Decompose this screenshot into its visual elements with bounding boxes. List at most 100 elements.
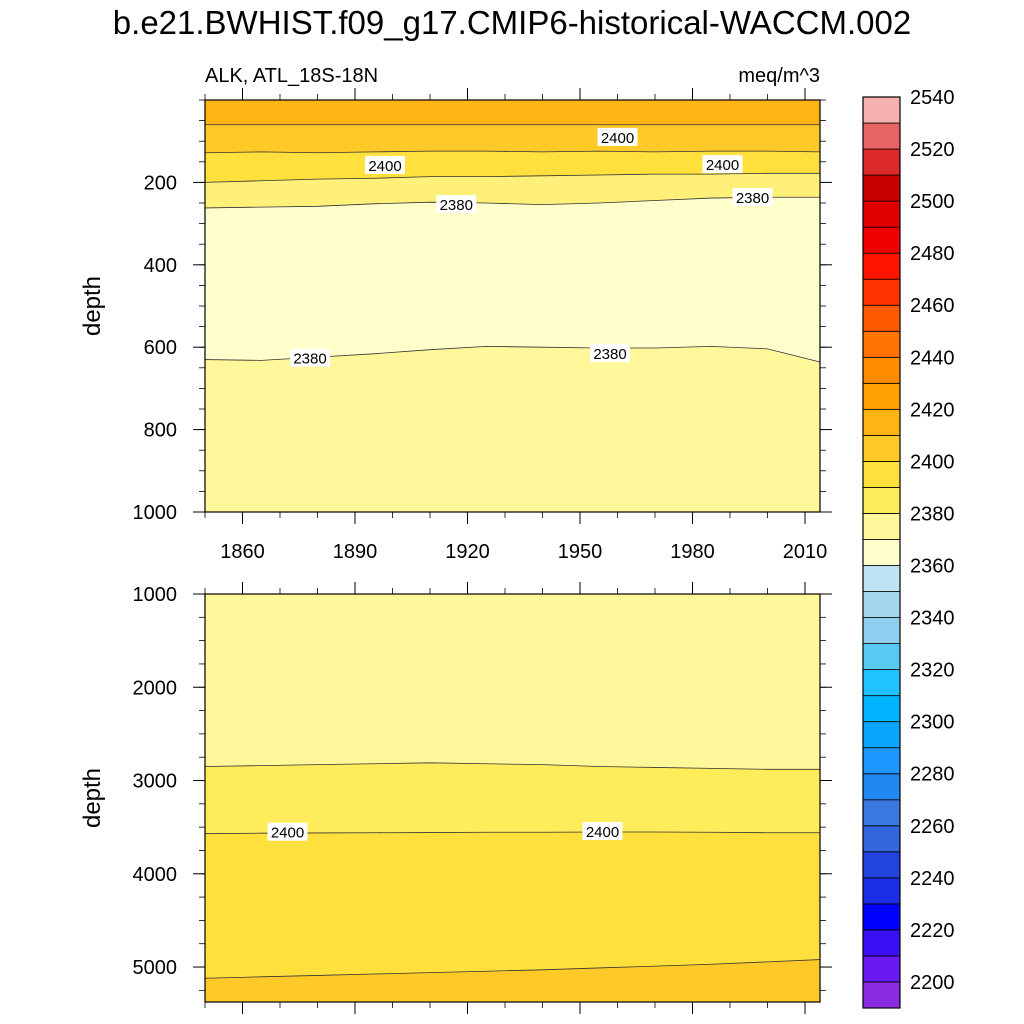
figure-title: b.e21.BWHIST.f09_g17.CMIP6-historical-WA…	[112, 4, 912, 41]
colorbar-swatch	[862, 382, 901, 410]
colorbar-swatch	[862, 617, 901, 644]
y-tick-label: 400	[144, 255, 177, 277]
plot-frame	[204, 593, 821, 1003]
y-tick-label: 200	[144, 172, 177, 194]
colorbar-label: 2380	[910, 503, 955, 525]
x-tick-label: 2010	[783, 541, 828, 563]
lower-contour-panel: 1000 2000 3000 4000 5000 depth 2400 2400	[79, 582, 832, 1014]
contour-line	[204, 762, 820, 770]
contour-band	[205, 124, 820, 153]
colorbar-swatch	[862, 278, 901, 306]
colorbar-swatch	[862, 929, 901, 957]
colorbar-swatch	[862, 877, 901, 905]
y-tick-label: 5000	[133, 957, 178, 979]
colorbar-label: 2260	[910, 816, 955, 838]
contour-band	[205, 594, 820, 770]
colorbar-swatch	[862, 148, 901, 176]
colorbar-swatch	[862, 565, 901, 592]
x-tick-label: 1920	[445, 541, 490, 563]
contour-label-box	[365, 155, 405, 174]
y-axis-label: depth	[79, 768, 106, 828]
colorbar-swatch	[862, 669, 901, 697]
colorbar-swatch	[862, 304, 901, 332]
x-tick-label: 1980	[670, 541, 715, 563]
colorbar-swatch	[862, 591, 901, 618]
colorbar-label: 2440	[910, 347, 955, 369]
colorbar-swatch	[862, 330, 901, 358]
colorbar-swatch	[862, 200, 901, 228]
colorbar: 2200 2220 2240 2260 2280 2300 2320 2340 2360 2380…	[862, 87, 955, 1009]
colorbar-swatch	[862, 513, 901, 540]
colorbar-label: 2360	[910, 556, 955, 578]
contour-label: 2400	[601, 130, 634, 147]
contour-band	[205, 197, 820, 363]
y-tick-label: 4000	[133, 864, 178, 886]
contour-band	[205, 346, 820, 512]
contour-label-box	[590, 344, 630, 363]
colorbar-swatch	[862, 825, 901, 853]
colorbar-label: 2500	[910, 191, 955, 213]
colorbar-swatch	[862, 356, 901, 384]
colorbar-swatch	[862, 903, 901, 931]
colorbar-swatch	[862, 851, 901, 879]
colorbar-label: 2520	[910, 139, 955, 161]
colorbar-swatch	[862, 539, 901, 566]
colorbar-label: 2280	[910, 764, 955, 786]
colorbar-swatch	[862, 721, 901, 749]
y-tick-label: 600	[144, 337, 177, 359]
right-string: meq/m^3	[738, 65, 820, 87]
contour-label-box	[702, 155, 743, 174]
colorbar-label: 2400	[910, 451, 955, 473]
colorbar-swatch	[862, 460, 901, 488]
contour-label: 2400	[586, 824, 619, 841]
contour-band	[205, 762, 820, 834]
colorbar-swatch	[862, 773, 901, 801]
colorbar-swatch	[862, 981, 901, 1009]
colorbar-swatch	[862, 695, 901, 723]
colorbar-label: 2240	[910, 868, 955, 890]
contour-label: 2400	[706, 157, 739, 174]
colorbar-label: 2200	[910, 972, 955, 994]
contour-band	[205, 959, 820, 1002]
x-tick-label: 1890	[333, 541, 378, 563]
colorbar-label: 2300	[910, 712, 955, 734]
contour-band	[205, 151, 820, 183]
y-tick-label: 1000	[133, 502, 178, 524]
upper-contour-panel: 200 400 600 800 1000 1860 1890 1920 1950 1980 2010…	[79, 65, 832, 563]
colorbar-label: 2340	[910, 608, 955, 630]
contour-label: 2380	[593, 346, 626, 363]
colorbar-swatch	[862, 252, 901, 280]
contour-band	[205, 173, 820, 208]
colorbar-swatch	[862, 174, 901, 202]
colorbar-label: 2480	[910, 243, 955, 265]
contour-label: 2400	[271, 825, 304, 842]
contour-label: 2380	[293, 351, 326, 368]
colorbar-swatch	[862, 955, 901, 983]
contour-label-box	[436, 195, 477, 214]
y-tick-label: 2000	[133, 677, 178, 699]
colorbar-swatch	[862, 643, 901, 671]
contour-label-box	[290, 348, 330, 367]
contour-line	[204, 831, 820, 835]
colorbar-frame	[862, 96, 901, 1009]
colorbar-swatch	[862, 799, 901, 827]
contour-band	[205, 831, 820, 979]
contour-line	[204, 196, 820, 209]
contour-label-box	[267, 822, 308, 841]
contour-label-box	[582, 821, 623, 840]
colorbar-swatch	[862, 487, 901, 514]
colorbar-label: 2220	[910, 920, 955, 942]
contour-line	[204, 172, 820, 183]
x-tick-label: 1860	[220, 541, 265, 563]
colorbar-label: 2320	[910, 660, 955, 682]
y-axis-label: depth	[79, 276, 106, 336]
y-tick-label: 3000	[133, 771, 178, 793]
colorbar-swatch	[862, 408, 901, 436]
contour-line	[204, 150, 821, 154]
contour-label: 2380	[736, 190, 769, 207]
contour-line	[204, 959, 821, 979]
x-tick-label: 1950	[558, 541, 603, 563]
contour-label-box	[597, 127, 638, 146]
y-tick-label: 1000	[133, 584, 178, 606]
